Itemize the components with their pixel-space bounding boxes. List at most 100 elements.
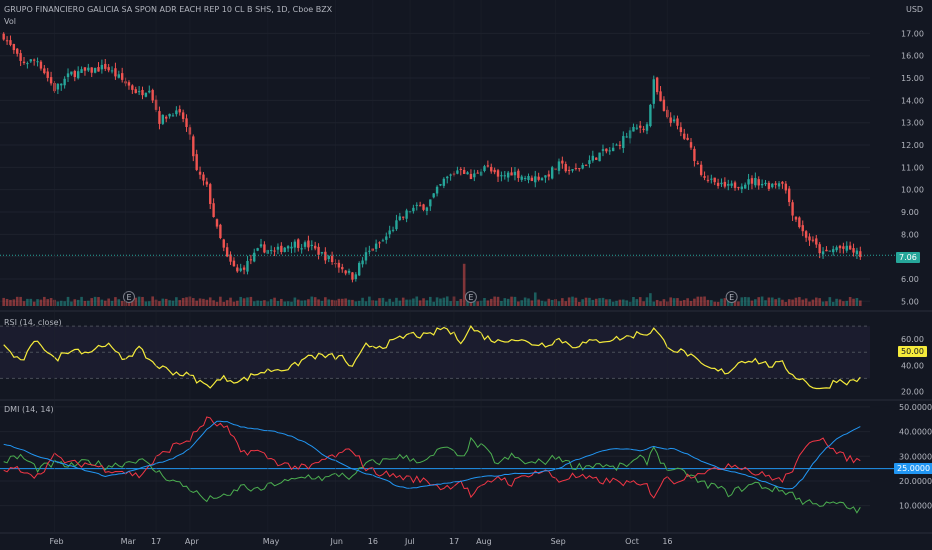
candle-body	[615, 144, 618, 146]
volume-bar	[520, 300, 524, 306]
candle-body	[530, 177, 534, 181]
volume-bar	[787, 299, 791, 306]
candle-body	[689, 142, 693, 148]
candle-body	[320, 252, 324, 254]
volume-bar	[557, 301, 561, 306]
candle-body	[439, 184, 442, 186]
dmi-legend[interactable]: DMI (14, 14)	[4, 405, 54, 414]
volume-bar	[19, 296, 22, 306]
candle-body	[764, 182, 767, 185]
volume-bar	[489, 298, 493, 306]
volume-bar	[527, 298, 530, 306]
candle-body	[561, 160, 564, 164]
candle-body	[777, 183, 781, 187]
candle-body	[361, 260, 364, 265]
candle-body	[818, 244, 821, 254]
volume-bar	[456, 301, 459, 306]
volume-bar	[175, 297, 178, 306]
volume-legend[interactable]: Vol	[4, 17, 16, 26]
candle-body	[297, 239, 300, 248]
volume-bar	[97, 297, 100, 306]
candle-body	[198, 171, 202, 175]
volume-bar	[354, 301, 358, 306]
candle-body	[351, 272, 354, 280]
adx-line	[3, 420, 861, 490]
volume-bar	[760, 296, 764, 306]
candle-body	[374, 243, 378, 249]
rsi-tick-label: 40.00	[901, 361, 924, 370]
volume-bar	[584, 297, 588, 306]
candle-body	[283, 247, 286, 253]
volume-bar	[591, 299, 595, 306]
volume-bar	[720, 298, 723, 306]
volume-bar	[232, 301, 236, 306]
volume-bar	[388, 298, 391, 306]
volume-bar	[703, 296, 706, 306]
time-axis-label: Sep	[551, 537, 566, 546]
volume-bar	[659, 301, 662, 306]
volume-bar	[93, 296, 97, 306]
candle-body	[246, 260, 249, 272]
candle-body	[209, 184, 212, 205]
candle-body	[83, 67, 87, 71]
volume-bar	[249, 296, 253, 306]
candle-body	[117, 74, 121, 78]
volume-bar	[791, 299, 794, 306]
candle-body	[368, 250, 371, 252]
time-axis-label: May	[263, 537, 280, 546]
volume-bar	[859, 300, 862, 306]
minus-di-line	[3, 416, 861, 499]
candle-body	[313, 245, 317, 249]
candle-body	[378, 242, 381, 244]
volume-bar	[90, 298, 94, 306]
candle-body	[269, 250, 273, 252]
volume-bar	[43, 296, 46, 306]
volume-bar	[814, 297, 818, 306]
volume-bar	[418, 300, 422, 306]
volume-bar	[588, 297, 591, 306]
candle-body	[710, 178, 713, 180]
candle-body	[236, 267, 239, 272]
symbol-title: GRUPO FINANCIERO GALICIA SA SPON ADR EAC…	[4, 5, 333, 14]
rsi-legend[interactable]: RSI (14, close)	[4, 318, 62, 327]
candle-body	[754, 177, 757, 186]
volume-bar	[432, 301, 435, 306]
candle-body	[662, 99, 666, 111]
volume-bar	[774, 299, 777, 306]
candle-body	[43, 68, 46, 74]
candle-body	[557, 161, 561, 171]
volume-bar	[574, 297, 578, 306]
volume-bar	[750, 300, 754, 306]
volume-bar	[171, 300, 175, 306]
volume-bar	[208, 297, 212, 306]
time-axis-label: Apr	[185, 537, 200, 546]
volume-bar	[127, 301, 131, 306]
candle-body	[388, 230, 391, 235]
volume-bar	[506, 298, 510, 306]
candle-body	[137, 91, 141, 93]
time-axis-label: Oct	[625, 537, 639, 546]
candle-body	[307, 240, 310, 248]
candle-body	[303, 242, 307, 247]
candle-body	[591, 155, 595, 161]
candle-body	[588, 160, 591, 164]
candle-body	[693, 148, 696, 162]
candle-body	[713, 177, 716, 183]
candle-body	[845, 245, 848, 251]
candle-body	[259, 244, 263, 247]
candle-body	[36, 61, 39, 63]
time-axis-label: 16	[662, 537, 672, 546]
time-axis-label: Mar	[121, 537, 137, 546]
candle-body	[564, 164, 567, 172]
volume-bar	[645, 297, 649, 306]
candle-body	[466, 172, 469, 175]
volume-bar	[178, 300, 182, 306]
candle-body	[215, 219, 219, 227]
candle-body	[527, 176, 530, 181]
candle-body	[310, 244, 314, 246]
candle-body	[26, 63, 29, 65]
volume-bar	[517, 301, 520, 306]
volume-bar	[117, 299, 121, 306]
candle-body	[493, 169, 496, 173]
